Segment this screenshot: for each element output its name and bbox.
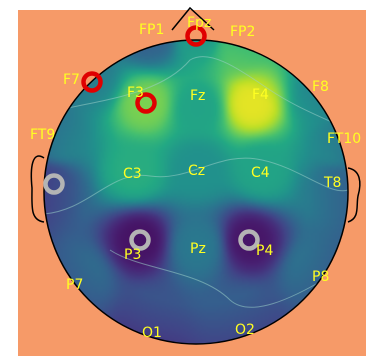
electrode-marker bbox=[185, 25, 207, 47]
electrode-label-pz: Pz bbox=[190, 241, 206, 257]
electrode-label-t8: T8 bbox=[323, 175, 341, 191]
electrode-marker bbox=[135, 92, 157, 114]
electrode-label-cz: Cz bbox=[188, 163, 205, 179]
electrode-label-p8: P8 bbox=[312, 269, 329, 285]
head-circle bbox=[43, 39, 349, 345]
electrode-markers bbox=[43, 25, 260, 251]
electrode-label-f4: F4 bbox=[252, 87, 269, 103]
electrode-label-fp2: FP2 bbox=[230, 24, 255, 40]
electrode-label-o1: O1 bbox=[142, 325, 162, 341]
electrode-label-p3: P3 bbox=[124, 247, 141, 263]
electrode-label-o2: O2 bbox=[235, 322, 255, 338]
left-ear-outline bbox=[30, 155, 45, 223]
electrode-label-f3: F3 bbox=[127, 85, 144, 101]
electrode-label-p4: P4 bbox=[256, 243, 273, 259]
contour-line bbox=[44, 157, 348, 215]
electrode-label-fpz: Fpz bbox=[187, 15, 211, 31]
electrode-label-fz: Fz bbox=[190, 88, 205, 104]
scalp-field-map bbox=[44, 40, 348, 344]
electrode-labels: FP1 Fpz FP2 F7 F3 Fz F4 F8 FT9 FT10 C3 C… bbox=[30, 15, 361, 341]
electrode-label-ft9: FT9 bbox=[30, 127, 55, 143]
electrode-label-c4: C4 bbox=[251, 165, 270, 181]
right-ear-outline bbox=[347, 167, 361, 223]
contour-line bbox=[109, 249, 331, 308]
electrode-label-c3: C3 bbox=[123, 166, 142, 182]
electrode-label-ft10: FT10 bbox=[327, 131, 361, 147]
head-outline bbox=[30, 6, 361, 345]
electrode-label-fp1: FP1 bbox=[139, 22, 164, 38]
contour-lines bbox=[44, 56, 348, 308]
electrode-label-f7: F7 bbox=[63, 72, 80, 88]
nose-outline bbox=[171, 6, 215, 31]
electrode-marker bbox=[129, 229, 151, 251]
contour-line bbox=[59, 56, 348, 131]
electrode-marker bbox=[238, 229, 260, 251]
interpolated-heatmap bbox=[44, 40, 348, 344]
electrode-label-f8: F8 bbox=[312, 79, 329, 95]
electrode-marker bbox=[43, 173, 65, 195]
electrode-marker bbox=[81, 71, 103, 93]
electrode-label-p7: P7 bbox=[66, 277, 83, 293]
